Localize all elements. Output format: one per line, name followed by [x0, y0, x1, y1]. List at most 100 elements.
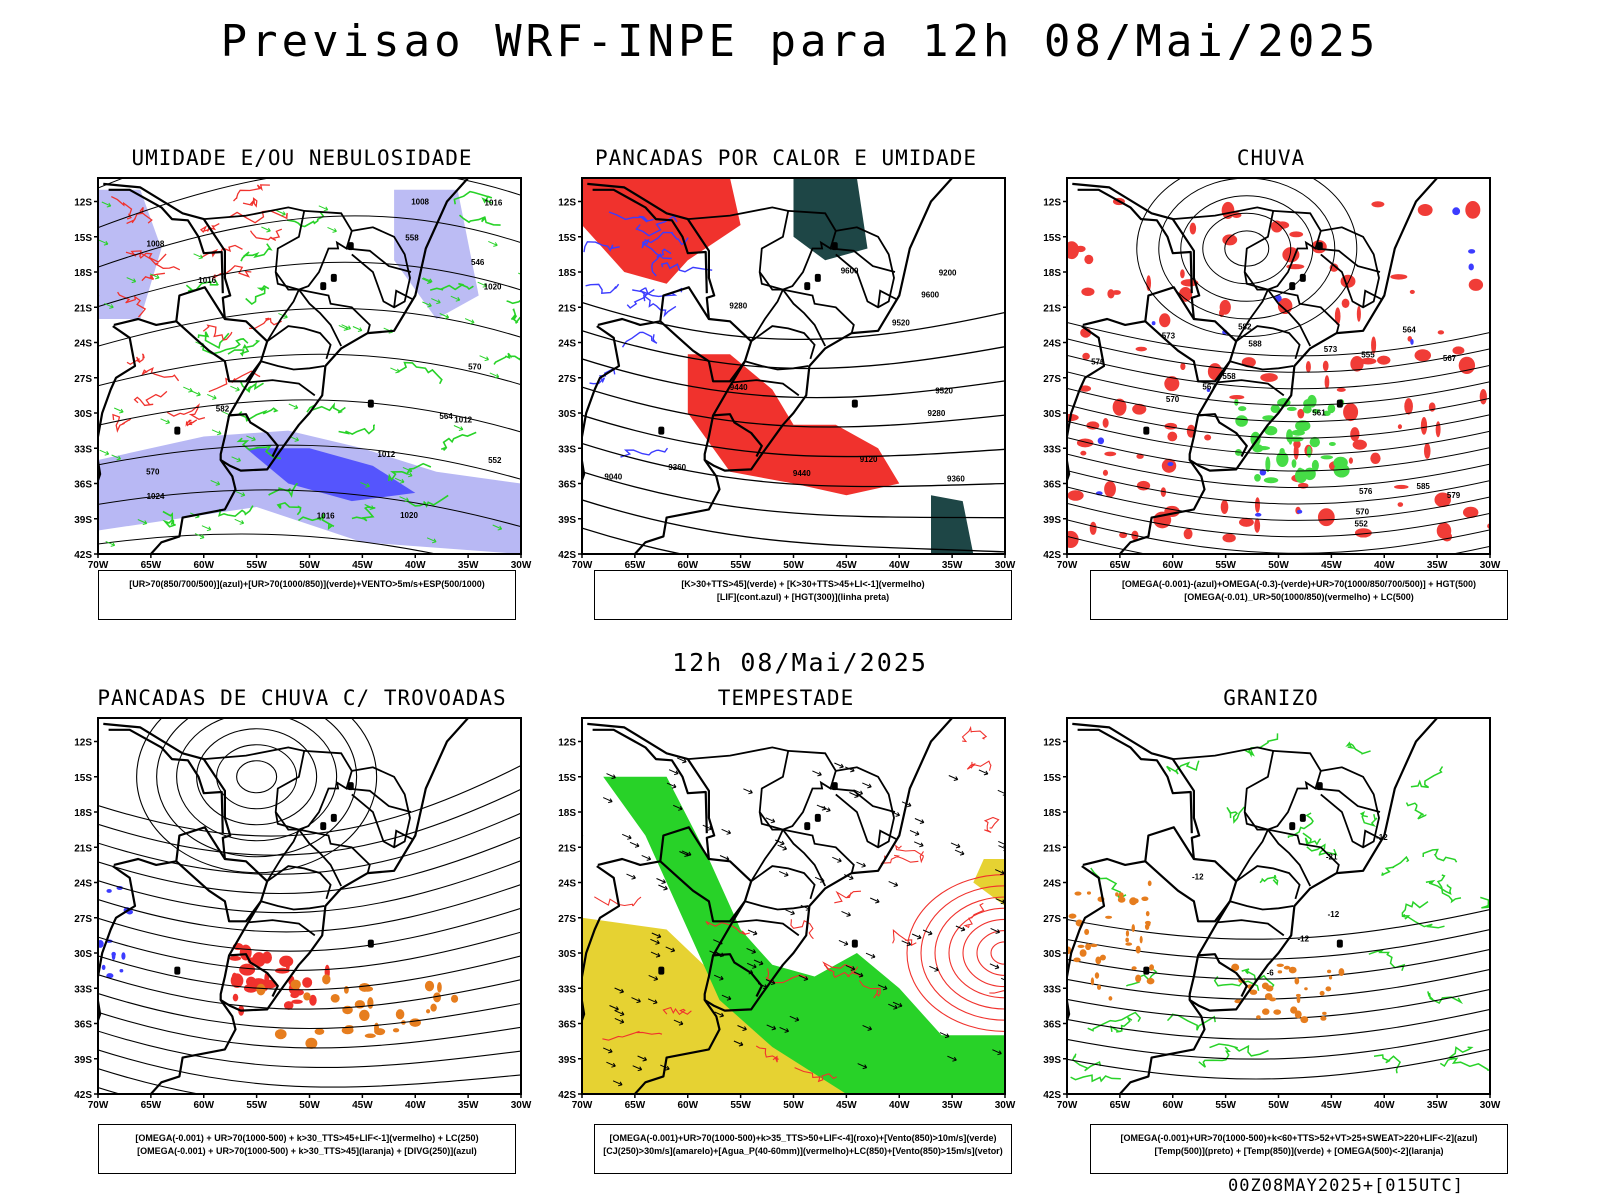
contour-segment: [1373, 1054, 1402, 1074]
contour-line: [1224, 230, 1270, 267]
wind-vector: [853, 971, 864, 978]
atlantic-coastline: [633, 178, 954, 554]
lat-tick-label: 30S: [558, 949, 576, 960]
wind-vector: [352, 326, 363, 332]
shaded-cell: [1423, 443, 1431, 459]
state-border: [1267, 829, 1312, 887]
contour-value-label: 9200: [939, 268, 957, 277]
contour-segment: [227, 339, 261, 357]
wind-vector: [338, 324, 349, 331]
shaded-cell: [1067, 530, 1079, 549]
shaded-cell: [1085, 943, 1092, 951]
lat-tick-label: 12S: [558, 198, 576, 209]
lakes: [174, 242, 374, 435]
shaded-cell: [1206, 387, 1211, 393]
shaded-cell: [1249, 989, 1258, 995]
lat-tick-label: 27S: [74, 914, 92, 925]
shaded-cell: [1452, 207, 1461, 216]
contour-segment: [1071, 1053, 1102, 1072]
wind-vector: [235, 490, 246, 497]
height-contour: [582, 358, 1005, 399]
shaded-cell: [303, 992, 311, 1001]
contour-value-label: 9600: [841, 266, 859, 275]
lake-marker: [1299, 273, 1306, 282]
contour-value-label: 564: [1403, 325, 1417, 334]
country-border: [703, 415, 715, 460]
contour-segment: [242, 197, 258, 208]
contour-value-label: 546: [471, 258, 485, 267]
country-border: [108, 188, 224, 294]
contour-segment: [1306, 843, 1338, 856]
contour-segment: [966, 760, 992, 771]
wind-vector: [909, 829, 920, 836]
shaded-cell: [1322, 410, 1331, 417]
panel-tempestade: TEMPESTADE 12S 15S 18S 21S 24S 27S 30S 33S 36S 39…: [546, 686, 1026, 1166]
state-border: [877, 829, 897, 848]
lon-tick-label: 30W: [1480, 560, 1501, 571]
wind-vector: [650, 938, 660, 945]
wind-vector: [929, 965, 939, 972]
state-border: [248, 379, 316, 397]
shaded-cell: [1135, 974, 1142, 983]
shaded-cell: [1068, 913, 1077, 919]
wind-vector: [911, 933, 922, 940]
shaded-cell: [1082, 352, 1090, 360]
panel-pancadas-trovoadas: PANCADAS DE CHUVA C/ TROVOADAS 12S 15S 18S…: [62, 686, 542, 1166]
contour-segment: [583, 241, 620, 253]
shaded-cell: [256, 983, 266, 996]
lon-tick-label: 65W: [625, 560, 646, 571]
contour-value-label: 1020: [400, 511, 418, 520]
lat-tick-label: 33S: [558, 444, 576, 455]
contour-segment: [276, 502, 302, 516]
instability-area-red: [582, 178, 741, 284]
height-contour: [582, 442, 1005, 488]
wind-vector: [746, 947, 757, 954]
height-contour: [582, 301, 1005, 341]
temperature-contour: [1067, 968, 1490, 1000]
state-borders: [687, 746, 897, 937]
wind-vector: [341, 324, 352, 331]
shaded-cell: [1462, 506, 1479, 519]
shaded-cell: [1350, 356, 1364, 372]
state-border: [750, 325, 816, 360]
wind-vector: [402, 466, 413, 473]
state-border: [782, 829, 827, 887]
contour-line: [990, 941, 1005, 965]
wind-vector: [888, 881, 899, 887]
lon-tick-label: 30W: [511, 1100, 532, 1111]
shaded-cell: [1309, 436, 1320, 448]
shaded-cell: [1097, 437, 1105, 445]
shaded-cell: [1231, 963, 1240, 972]
state-border: [1172, 206, 1275, 291]
legend-box: [K>30+TTS>45](verde) + [K>30+TTS>45+LI<-…: [594, 570, 1012, 620]
shaded-cell: [1084, 928, 1090, 936]
wind-vector: [402, 471, 413, 478]
lat-tick-label: 27S: [558, 374, 576, 385]
streamline: [98, 215, 521, 268]
contour-segment: [989, 990, 1005, 994]
wind-vector: [765, 817, 776, 824]
shaded-cell: [1296, 509, 1303, 514]
lat-tick-label: 30S: [1043, 409, 1061, 420]
contour-segment: [236, 437, 282, 460]
contour-segment: [1436, 874, 1462, 904]
shaded-cell: [1350, 427, 1360, 442]
contour-segment: [212, 265, 252, 279]
shaded-cell: [1102, 469, 1109, 476]
state-border: [744, 900, 809, 911]
lat-tick-label: 30S: [558, 409, 576, 420]
country-border: [703, 955, 715, 1000]
country-border: [597, 317, 746, 383]
shaded-cell: [111, 951, 116, 957]
shaded-cell: [309, 994, 317, 1006]
wind-vector: [288, 403, 299, 410]
shaded-cell: [1359, 357, 1377, 365]
wind-vector: [464, 318, 475, 325]
shaded-cell: [101, 964, 106, 971]
panel-umidade: UMIDADE E/OU NEBULOSIDADE 1016 1016 1016 10…: [62, 146, 542, 626]
contour-value-label: 573: [1162, 332, 1176, 341]
state-border: [1320, 226, 1380, 309]
lat-tick-label: 24S: [558, 879, 576, 890]
